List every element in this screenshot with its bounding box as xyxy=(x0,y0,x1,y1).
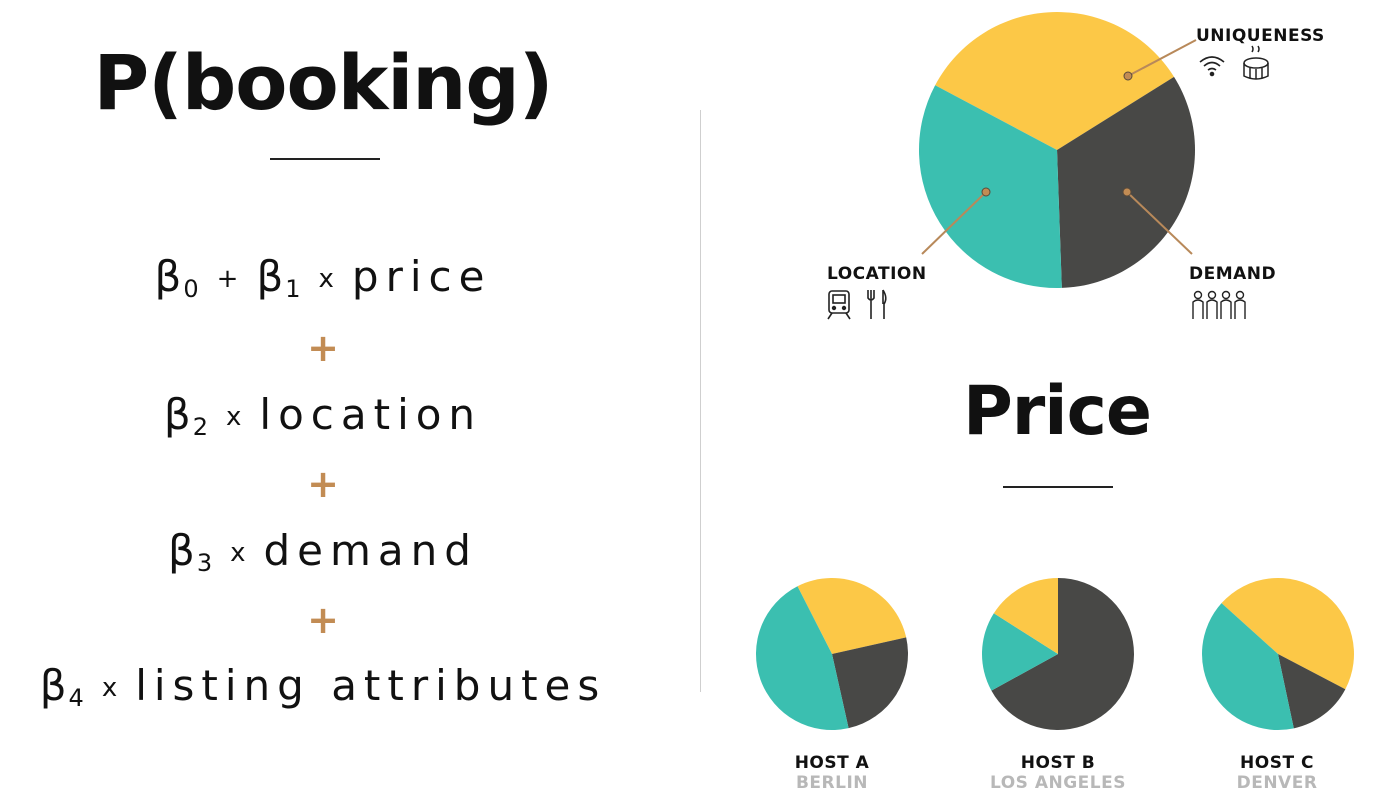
pie-slice-host-a-uniqueness xyxy=(797,578,907,654)
term-listing-attributes: β4 x listing attributes xyxy=(0,659,646,725)
plus-operator: + xyxy=(216,264,239,294)
beta-0: β0 xyxy=(154,252,199,303)
term-location: β2 x location xyxy=(0,388,646,454)
pie-slice-host-c-uniqueness xyxy=(1221,578,1354,690)
pie-host-a xyxy=(756,578,908,730)
price-underline xyxy=(1003,486,1113,488)
host-c-name: HOST C xyxy=(1240,753,1314,773)
host-a-city: BERLIN xyxy=(795,773,869,793)
pie-slice-host-c-location xyxy=(1202,603,1294,730)
price-title: Price xyxy=(962,372,1152,451)
callout-line-location xyxy=(921,191,987,255)
term-demand: β3 x demand xyxy=(0,524,646,590)
variable-location: location xyxy=(259,390,483,439)
callout-dots xyxy=(981,71,1133,197)
host-b-city: LOS ANGELES xyxy=(990,773,1126,793)
times-operator: x xyxy=(230,538,246,568)
pie-slice-main-uniqueness xyxy=(935,12,1175,150)
beta-2: β2 xyxy=(163,390,209,441)
callouts xyxy=(921,39,1197,255)
times-operator: x xyxy=(101,673,118,703)
train-icon xyxy=(827,290,851,320)
host-a-name: HOST A xyxy=(794,753,870,773)
pie-slice-host-b-location xyxy=(981,613,1058,691)
variable-listing-attributes: listing attributes xyxy=(135,661,607,710)
pie-host-b xyxy=(981,578,1134,730)
pie-slice-main-demand xyxy=(1057,76,1195,288)
plus-sign: + xyxy=(307,462,339,506)
host-c-city: DENVER xyxy=(1236,773,1318,793)
pie-slice-main-location xyxy=(919,85,1062,288)
host-b-name: HOST B xyxy=(1020,753,1096,773)
label-uniqueness: UNIQUENESS xyxy=(1196,26,1325,46)
callout-line-demand xyxy=(1126,191,1193,255)
people-icon xyxy=(1192,290,1246,319)
pie-main xyxy=(919,12,1195,288)
callout-dot-uniqueness xyxy=(1123,71,1133,81)
variable-demand: demand xyxy=(263,526,478,575)
pie-slice-host-b-uniqueness xyxy=(993,578,1058,654)
utensils-icon xyxy=(867,289,887,319)
pie-slice-host-c-demand xyxy=(1278,654,1346,729)
callout-dot-demand xyxy=(1122,187,1132,197)
plus-sign: + xyxy=(307,326,339,370)
title-underline xyxy=(270,158,380,160)
plus-sign: + xyxy=(307,598,339,642)
pie-slice-host-a-location xyxy=(756,586,849,730)
beta-4: β4 xyxy=(39,661,84,712)
pie-host-c xyxy=(1202,578,1354,730)
hot-tub-icon xyxy=(1243,45,1269,80)
label-location: LOCATION xyxy=(827,264,927,284)
vertical-divider xyxy=(700,110,701,692)
times-operator: x xyxy=(318,264,334,294)
beta-3: β3 xyxy=(168,526,213,577)
callout-line-uniqueness xyxy=(1127,39,1197,77)
variable-price: price xyxy=(351,252,492,301)
formula-title: P(booking) xyxy=(93,38,553,127)
wifi-icon xyxy=(1199,56,1225,77)
pie-slice-host-b-demand xyxy=(991,578,1134,730)
label-demand: DEMAND xyxy=(1189,264,1277,284)
pie-slice-host-a-demand xyxy=(832,637,908,729)
times-operator: x xyxy=(226,402,242,432)
beta-1: β1 xyxy=(256,252,301,303)
callout-dot-location xyxy=(981,187,991,197)
term-price: β0 + β1 x price xyxy=(0,250,646,316)
